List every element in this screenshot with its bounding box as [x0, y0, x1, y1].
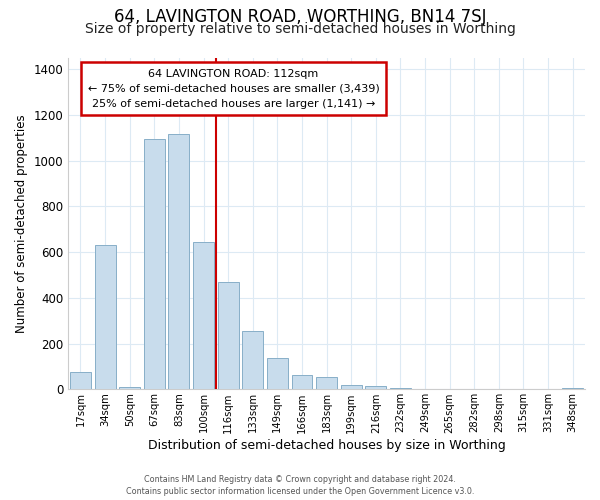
Bar: [169, 134, 190, 390]
Bar: [292, 374, 313, 390]
Bar: [316, 377, 337, 390]
Bar: [365, 386, 386, 390]
Text: Size of property relative to semi-detached houses in Worthing: Size of property relative to semi-detach…: [85, 22, 515, 36]
X-axis label: Distribution of semi-detached houses by size in Worthing: Distribution of semi-detached houses by …: [148, 440, 505, 452]
Bar: [562, 388, 583, 390]
Bar: [119, 387, 140, 390]
Bar: [218, 282, 239, 390]
Bar: [193, 242, 214, 390]
Y-axis label: Number of semi-detached properties: Number of semi-detached properties: [15, 114, 28, 333]
Text: 64 LAVINGTON ROAD: 112sqm
← 75% of semi-detached houses are smaller (3,439)
25% : 64 LAVINGTON ROAD: 112sqm ← 75% of semi-…: [88, 69, 379, 108]
Text: 64, LAVINGTON ROAD, WORTHING, BN14 7SJ: 64, LAVINGTON ROAD, WORTHING, BN14 7SJ: [114, 8, 486, 26]
Bar: [144, 139, 165, 390]
Text: Contains HM Land Registry data © Crown copyright and database right 2024.
Contai: Contains HM Land Registry data © Crown c…: [126, 474, 474, 496]
Bar: [341, 385, 362, 390]
Bar: [95, 245, 116, 390]
Bar: [267, 358, 288, 390]
Bar: [390, 388, 411, 390]
Bar: [70, 372, 91, 390]
Bar: [242, 331, 263, 390]
